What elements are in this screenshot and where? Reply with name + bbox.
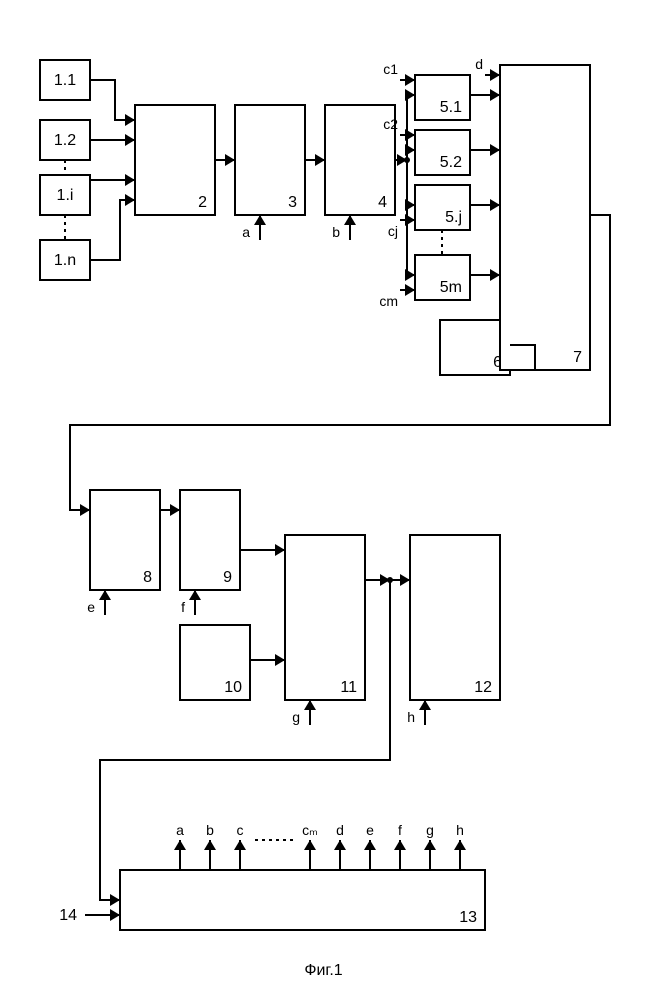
block-diagram: 1.11.21.i1.n2345.15.25.j5m678910111213ab… bbox=[0, 0, 647, 1000]
block-label-n5_2: 5.2 bbox=[440, 154, 462, 171]
block-n11 bbox=[285, 535, 365, 700]
port-label: d bbox=[475, 56, 483, 72]
port-label: c1 bbox=[383, 61, 398, 77]
port-label: c2 bbox=[383, 116, 398, 132]
block-n13 bbox=[120, 870, 485, 930]
port-label: a bbox=[242, 224, 250, 240]
block-label-n7: 7 bbox=[573, 349, 582, 366]
port-label: b bbox=[332, 224, 340, 240]
output-port-label: g bbox=[426, 822, 434, 838]
block-label-n2: 2 bbox=[198, 194, 207, 211]
output-port-label: h bbox=[456, 822, 464, 838]
output-port-label: d bbox=[336, 822, 344, 838]
port-label: g bbox=[292, 709, 300, 725]
port-label: h bbox=[407, 709, 415, 725]
output-port-label: f bbox=[398, 822, 402, 838]
block-label-n3: 3 bbox=[288, 194, 297, 211]
port-label: cj bbox=[388, 223, 398, 239]
port-label: cm bbox=[379, 293, 398, 309]
output-port-label: cₘ bbox=[302, 822, 318, 838]
block-label-n5_1: 5.1 bbox=[440, 99, 462, 116]
output-port-label: c bbox=[237, 822, 244, 838]
block-label-n9: 9 bbox=[223, 569, 232, 586]
block-n12 bbox=[410, 535, 500, 700]
output-port-label: b bbox=[206, 822, 214, 838]
port-label: f bbox=[181, 599, 185, 615]
block-label-n5_j: 5.j bbox=[445, 209, 462, 226]
output-port-label: e bbox=[366, 822, 374, 838]
external-input-label: 14 bbox=[59, 907, 77, 924]
block-n7 bbox=[500, 65, 590, 370]
block-label-n8: 8 bbox=[143, 569, 152, 586]
block-label-n1_2: 1.2 bbox=[54, 132, 76, 149]
block-label-n1_1: 1.1 bbox=[54, 72, 76, 89]
output-port-label: a bbox=[176, 822, 184, 838]
block-label-n1_n: 1.n bbox=[54, 252, 76, 269]
port-label: e bbox=[87, 599, 95, 615]
block-label-n1_i: 1.i bbox=[57, 187, 74, 204]
block-label-n5_m: 5m bbox=[440, 279, 462, 296]
block-label-n4: 4 bbox=[378, 194, 387, 211]
block-label-n13: 13 bbox=[459, 909, 477, 926]
figure-caption: Фиг.1 bbox=[304, 962, 342, 979]
block-label-n11: 11 bbox=[340, 679, 357, 696]
block-label-n10: 10 bbox=[224, 679, 242, 696]
block-label-n12: 12 bbox=[474, 679, 492, 696]
